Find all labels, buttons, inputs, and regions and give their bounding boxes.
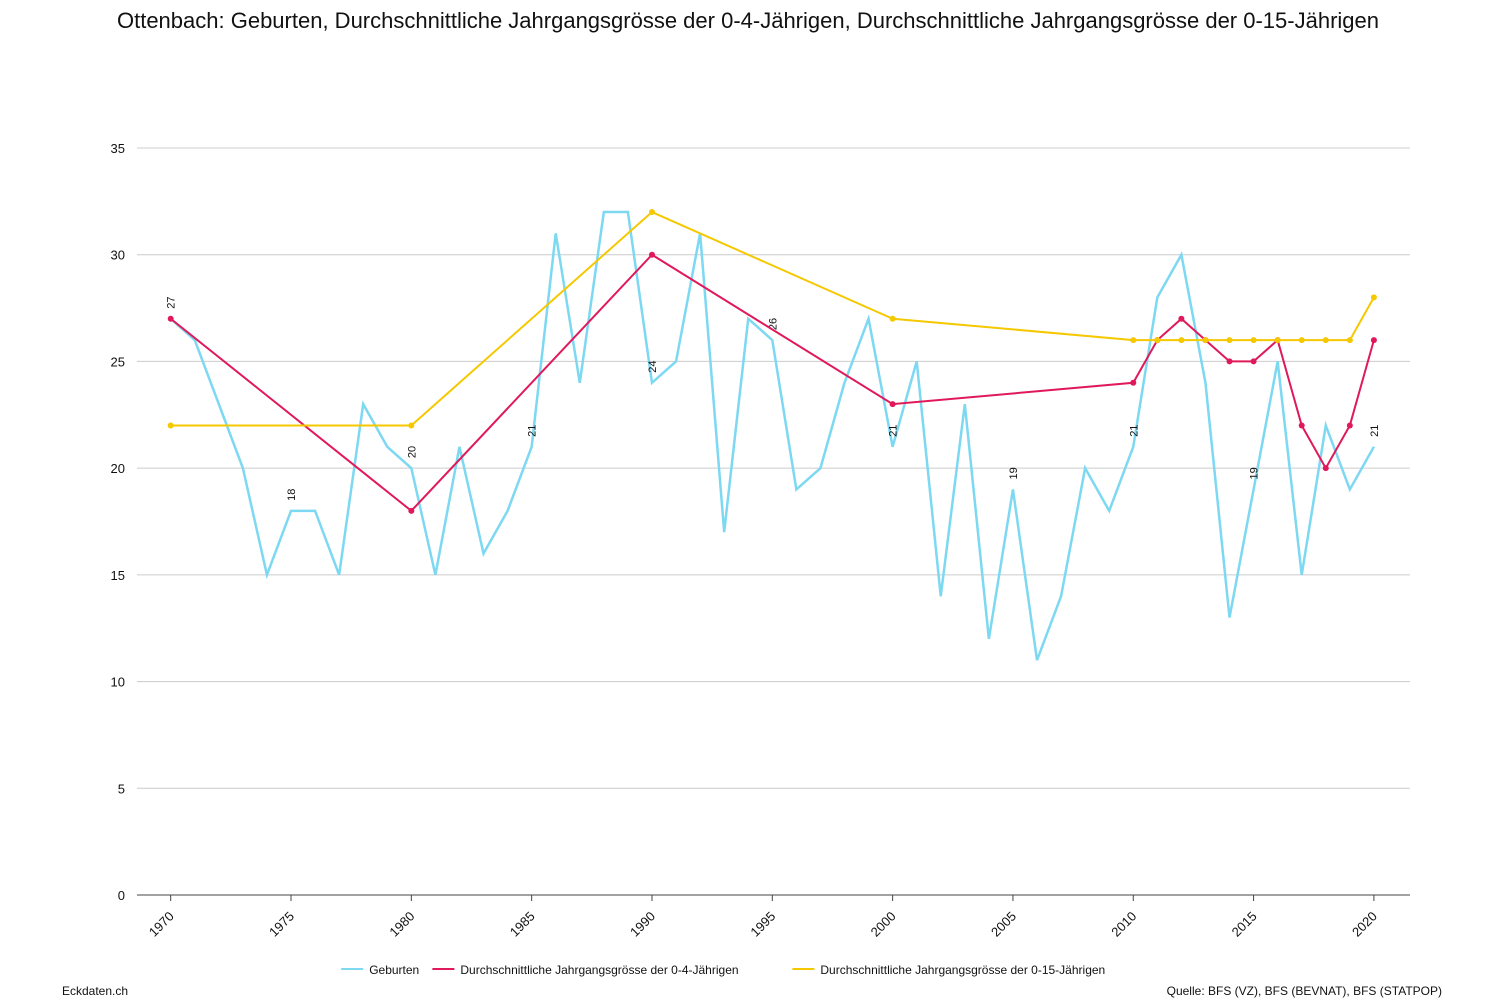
point	[1226, 358, 1233, 365]
series-line	[169, 210, 1375, 661]
point	[1250, 337, 1257, 344]
footer: Eckdaten.ch	[62, 984, 128, 998]
y-tick-label: 0	[118, 888, 125, 903]
point	[1370, 294, 1377, 301]
data-label: 20	[406, 446, 418, 458]
x-tick-label: 1970	[146, 909, 177, 940]
point	[1154, 337, 1161, 344]
legend-label: Geburten	[369, 963, 419, 977]
y-tick-label: 20	[111, 461, 125, 476]
y-tick-label: 10	[111, 675, 125, 690]
x-tick-label: 2015	[1229, 909, 1260, 940]
point	[1298, 422, 1305, 429]
data-label: 18	[286, 489, 298, 501]
data-label: 27	[166, 296, 178, 308]
y-tick-label: 25	[111, 354, 125, 369]
point	[1322, 465, 1329, 472]
legend-label: Durchschnittliche Jahrgangsgrösse der 0-…	[460, 963, 738, 977]
point	[1178, 337, 1185, 344]
data-label: 24	[647, 361, 659, 373]
y-tick-label: 35	[111, 141, 125, 156]
point	[1202, 337, 1209, 344]
x-tick-label: 2000	[868, 909, 899, 940]
data-label: 21	[1369, 425, 1381, 437]
data-label: 21	[527, 425, 539, 437]
x-tick-label: 1980	[386, 909, 417, 940]
data-label: 21	[1128, 425, 1140, 437]
x-tick-label: 1975	[266, 909, 297, 940]
data-label: 19	[1249, 467, 1261, 479]
source: Quelle: BFS (VZ), BFS (BEVNAT), BFS (STA…	[1167, 984, 1442, 998]
point	[1298, 337, 1305, 344]
legend-label: Durchschnittliche Jahrgangsgrösse der 0-…	[820, 963, 1105, 977]
x-tick-label: 1985	[507, 909, 538, 940]
point	[648, 251, 655, 258]
point	[1178, 315, 1185, 322]
point	[408, 422, 415, 429]
x-tick-label: 2020	[1349, 909, 1380, 940]
point	[1370, 337, 1377, 344]
data-label: 21	[888, 425, 900, 437]
chart-title: Ottenbach: Geburten, Durchschnittliche J…	[117, 8, 1379, 33]
series-line	[170, 253, 1375, 513]
point	[889, 315, 896, 322]
point	[1130, 379, 1137, 386]
point	[1346, 337, 1353, 344]
point	[889, 401, 896, 408]
point	[1346, 422, 1353, 429]
y-tick-label: 30	[111, 248, 125, 263]
point	[1226, 337, 1233, 344]
point	[1322, 337, 1329, 344]
y-tick-label: 15	[111, 568, 125, 583]
point	[408, 507, 415, 514]
x-tick-label: 2005	[988, 909, 1019, 940]
x-tick-label: 1995	[747, 909, 778, 940]
point	[648, 209, 655, 216]
point	[1250, 358, 1257, 365]
point	[1274, 337, 1281, 344]
data-label: 19	[1008, 467, 1020, 479]
x-tick-label: 2010	[1108, 909, 1139, 940]
x-tick-label: 1990	[627, 909, 658, 940]
point	[1130, 337, 1137, 344]
point	[167, 315, 174, 322]
y-tick-label: 5	[118, 781, 125, 796]
point	[167, 422, 174, 429]
